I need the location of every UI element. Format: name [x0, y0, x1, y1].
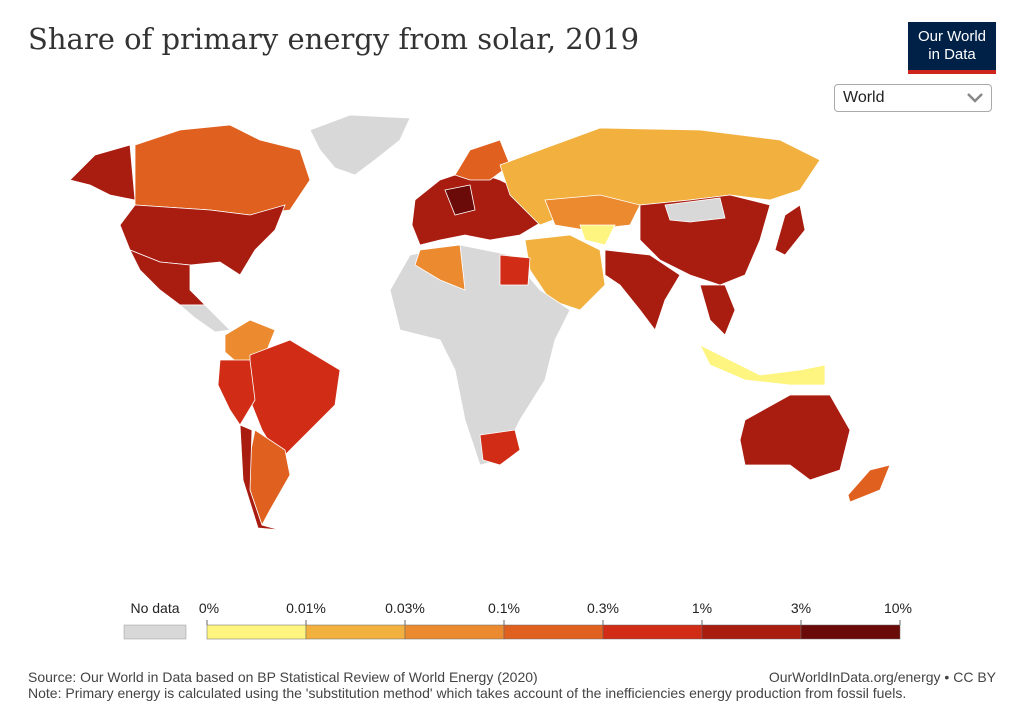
indonesia: [699, 344, 826, 386]
south-africa: [479, 429, 521, 466]
legend-bin: [404, 624, 505, 640]
legend-tick-label: 0.3%: [587, 600, 619, 616]
world-map: [69, 114, 891, 531]
chart-title: Share of primary energy from solar, 2019: [28, 22, 640, 56]
legend-bin: [305, 624, 406, 640]
legend-bin: [800, 624, 901, 640]
india: [604, 249, 681, 331]
central-america: [178, 304, 231, 333]
select-value: World: [843, 89, 885, 106]
legend-bin: [503, 624, 604, 640]
southeast-asia: [699, 284, 736, 336]
legend-tick-label: 0%: [199, 600, 219, 616]
countries: [69, 114, 891, 531]
central-asia: [579, 224, 616, 246]
legend-tick-label: 3%: [791, 600, 811, 616]
logo: Our World in Data: [908, 22, 996, 74]
source: Source: Our World in Data based on BP St…: [28, 669, 538, 685]
legend-tick-label: 10%: [884, 600, 912, 616]
legend: No data 0% 0.01% 0.03% 0.1% 0.3% 1% 3% 10%: [123, 600, 912, 640]
footer: Source: Our World in Data based on BP St…: [28, 669, 996, 701]
no-data-swatch: [123, 624, 187, 640]
germany: [444, 184, 476, 216]
legend-tick-label: 0.1%: [488, 600, 520, 616]
no-data-label: No data: [130, 600, 179, 616]
japan: [774, 204, 806, 256]
mongolia: [664, 197, 726, 223]
legend-bin: [602, 624, 703, 640]
new-zealand: [847, 464, 891, 503]
url[interactable]: OurWorldInData.org/energy • CC BY: [768, 669, 996, 685]
kazakhstan: [544, 194, 641, 231]
legend-tick-label: 1%: [692, 600, 712, 616]
middle-east: [524, 234, 606, 311]
logo-line: in Data: [928, 46, 976, 63]
select-arrow: [967, 93, 983, 103]
logo-line: Our World: [917, 28, 987, 45]
brazil: [249, 339, 341, 461]
entity-select[interactable]: World: [834, 84, 992, 112]
note: Note: Primary energy is calculated using…: [28, 685, 907, 701]
australia: [739, 394, 851, 481]
north-africa: [414, 244, 466, 291]
legend-bin: [701, 624, 802, 640]
legend-tick-label: 0.01%: [286, 600, 326, 616]
egypt: [499, 254, 531, 286]
legend-bin: [206, 624, 307, 640]
chile: [239, 424, 281, 531]
greenland: [309, 114, 411, 176]
legend-tick-label: 0.03%: [385, 600, 425, 616]
